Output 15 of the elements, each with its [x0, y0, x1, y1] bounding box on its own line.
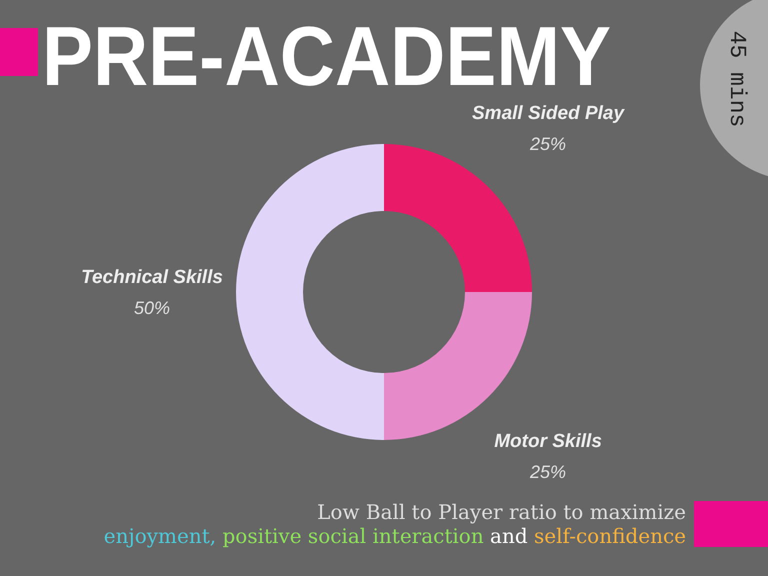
slice-label: Small Sided Play [472, 102, 626, 124]
chart-title: PRE-ACADEMY [42, 9, 668, 103]
text: 45 mins [724, 30, 750, 128]
data-label: 25% [529, 462, 566, 482]
text: positive social interaction [216, 524, 484, 548]
data-label: 25% [529, 134, 566, 154]
donut-slice [236, 144, 384, 440]
donut-slice [384, 144, 532, 292]
text: and [484, 524, 528, 548]
text: Low Ball to Player ratio to maximize [317, 500, 686, 524]
slice-label: Technical Skills [81, 267, 223, 288]
text: enjoyment, [104, 524, 216, 548]
slice-label: Motor Skills [494, 431, 602, 452]
text: self-confidence [528, 524, 686, 548]
data-label: 50% [134, 298, 170, 318]
